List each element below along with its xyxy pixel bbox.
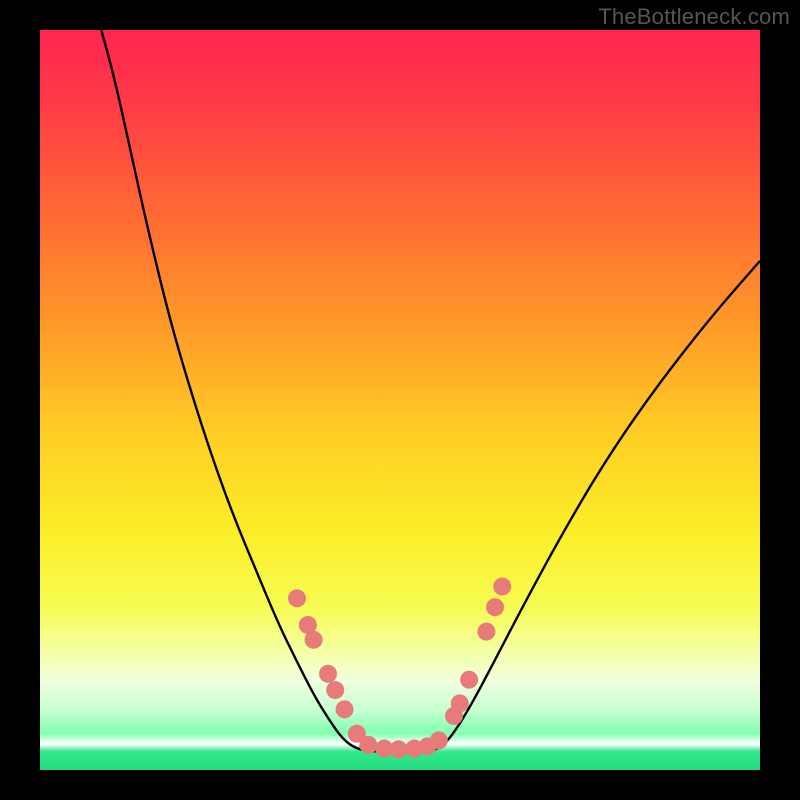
- data-marker: [359, 736, 377, 754]
- data-marker: [326, 681, 344, 699]
- data-marker: [319, 665, 337, 683]
- watermark-text: TheBottleneck.com: [598, 4, 790, 30]
- data-marker: [390, 740, 408, 758]
- data-marker: [460, 671, 478, 689]
- data-marker: [477, 623, 495, 641]
- data-marker: [305, 631, 323, 649]
- data-marker: [493, 577, 511, 595]
- bottleneck-chart: [0, 0, 800, 800]
- data-marker: [430, 731, 448, 749]
- data-marker: [486, 598, 504, 616]
- data-marker: [451, 694, 469, 712]
- data-marker: [288, 589, 306, 607]
- data-marker: [336, 700, 354, 718]
- chart-background: [40, 30, 760, 770]
